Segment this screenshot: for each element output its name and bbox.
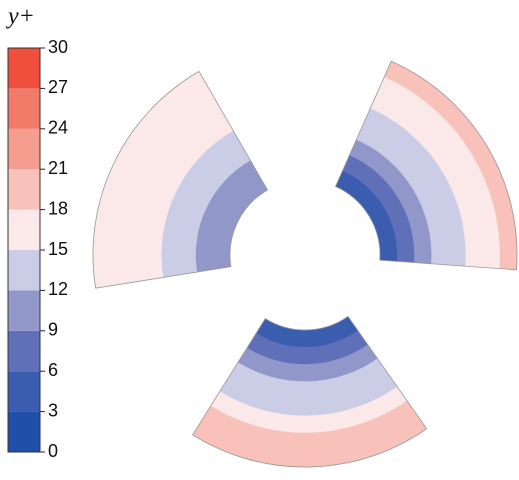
tick-label: 27 — [48, 77, 68, 97]
tick-label: 12 — [48, 279, 68, 299]
contour-band — [255, 316, 359, 348]
contour-band — [143, 115, 234, 281]
tick-label: 6 — [48, 360, 58, 380]
tick-label: 0 — [48, 441, 58, 461]
colorbar-band — [8, 88, 40, 129]
colorbar-band — [8, 169, 40, 210]
contour-band — [342, 154, 415, 263]
contour-band — [161, 130, 242, 278]
colorbar-band — [8, 48, 40, 89]
contour-band — [92, 71, 208, 289]
contour-band — [212, 174, 268, 270]
contour-band — [349, 139, 432, 264]
tick-label: 18 — [48, 198, 68, 218]
tick-label: 3 — [48, 400, 58, 420]
contour-band — [210, 386, 408, 434]
colorbar-band — [8, 209, 40, 250]
colorbar-band — [8, 290, 40, 331]
contour-band — [109, 85, 217, 286]
contour-band — [219, 372, 398, 417]
colorbar-band — [8, 371, 40, 412]
tick-label: 21 — [48, 158, 68, 178]
colorbar-band — [8, 250, 40, 291]
contour-band — [356, 123, 449, 266]
contour-band — [195, 160, 259, 273]
contour-band — [201, 400, 418, 451]
blade-outline — [334, 60, 518, 271]
contour-band — [377, 76, 501, 269]
contour-band — [192, 414, 427, 468]
contour-band — [126, 100, 225, 283]
colorbar: 0 3 6 9 12 15 18 21 24 27 30 — [7, 37, 68, 461]
tick-label: 15 — [48, 239, 68, 259]
contour-band — [370, 92, 484, 268]
contour-band — [246, 330, 368, 365]
colorbar-title: y+ — [6, 4, 35, 30]
colorbar-frame — [7, 47, 41, 453]
tick-label: 24 — [48, 118, 68, 138]
colorbar-band — [8, 128, 40, 170]
contour-band — [335, 170, 398, 262]
tick-label: 30 — [48, 37, 68, 57]
contour-band — [384, 60, 518, 270]
contour-band — [228, 358, 388, 400]
tick-label: 9 — [48, 320, 58, 340]
blade-outline — [92, 70, 269, 289]
blade-outline — [192, 315, 428, 468]
colorbar-band — [8, 330, 40, 372]
contour-field — [92, 60, 518, 468]
contour-band — [178, 145, 251, 275]
colorbar-band — [8, 411, 40, 452]
contour-band — [363, 107, 467, 267]
contour-band — [237, 344, 378, 382]
